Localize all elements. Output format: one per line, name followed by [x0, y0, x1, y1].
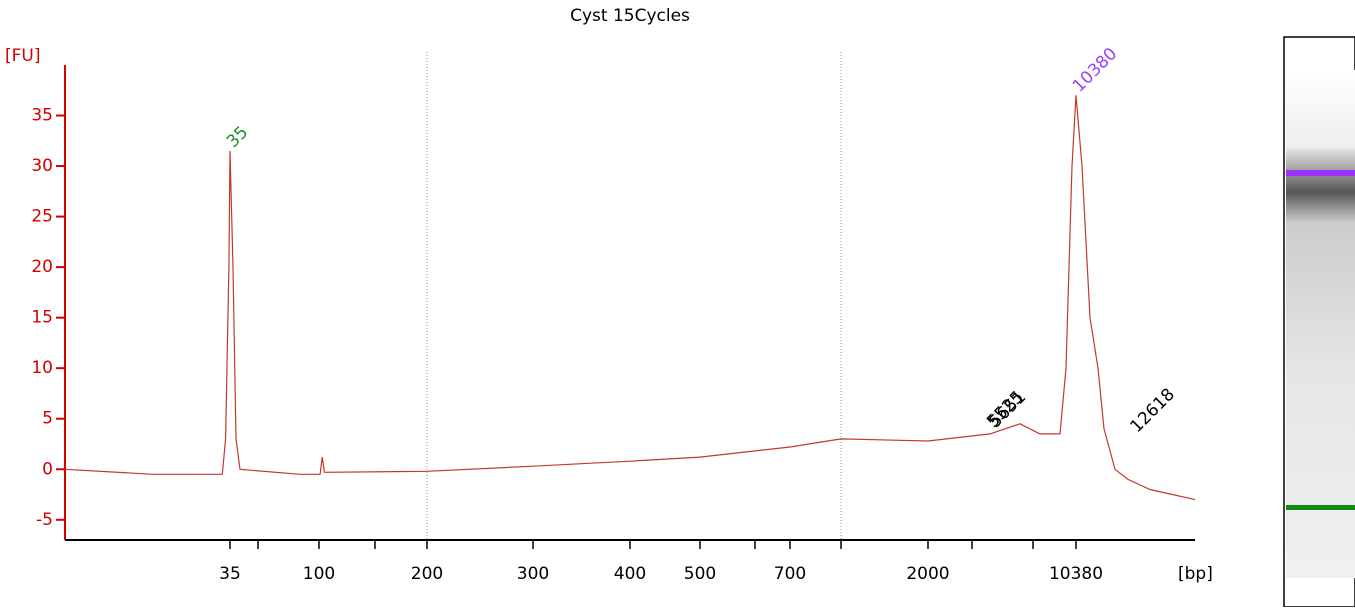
x-tick-label: 35 — [219, 564, 241, 584]
x-tick-label: 2000 — [906, 564, 949, 584]
chart-title: Cyst 15Cycles — [570, 6, 690, 26]
gel-lane — [1283, 36, 1355, 608]
y-tick-label: 5 — [42, 409, 53, 429]
y-tick-label: -5 — [36, 510, 53, 530]
y-tick-label: 0 — [42, 459, 53, 479]
peak-label: 10380 — [1069, 44, 1121, 96]
x-tick-label: 10380 — [1049, 564, 1103, 584]
x-tick-label: 200 — [411, 564, 443, 584]
y-tick-label: 25 — [31, 207, 53, 227]
x-tick-label: 400 — [614, 564, 646, 584]
x-tick-label: 100 — [303, 564, 335, 584]
y-tick-label: 10 — [31, 358, 53, 378]
x-tick-label: 500 — [684, 564, 716, 584]
y-tick-label: 20 — [31, 257, 53, 277]
x-axis-label: [bp] — [1178, 564, 1213, 584]
peak-label: 12618 — [1127, 385, 1179, 437]
x-tick-label: 700 — [774, 564, 806, 584]
trace — [64, 95, 1196, 501]
y-tick-label: 15 — [31, 308, 53, 328]
y-tick-label: 35 — [31, 106, 53, 126]
y-tick-label: 30 — [31, 156, 53, 176]
x-tick-label: 300 — [517, 564, 549, 584]
peak-label: 35 — [223, 123, 252, 152]
y-axis-label: [FU] — [5, 46, 41, 66]
